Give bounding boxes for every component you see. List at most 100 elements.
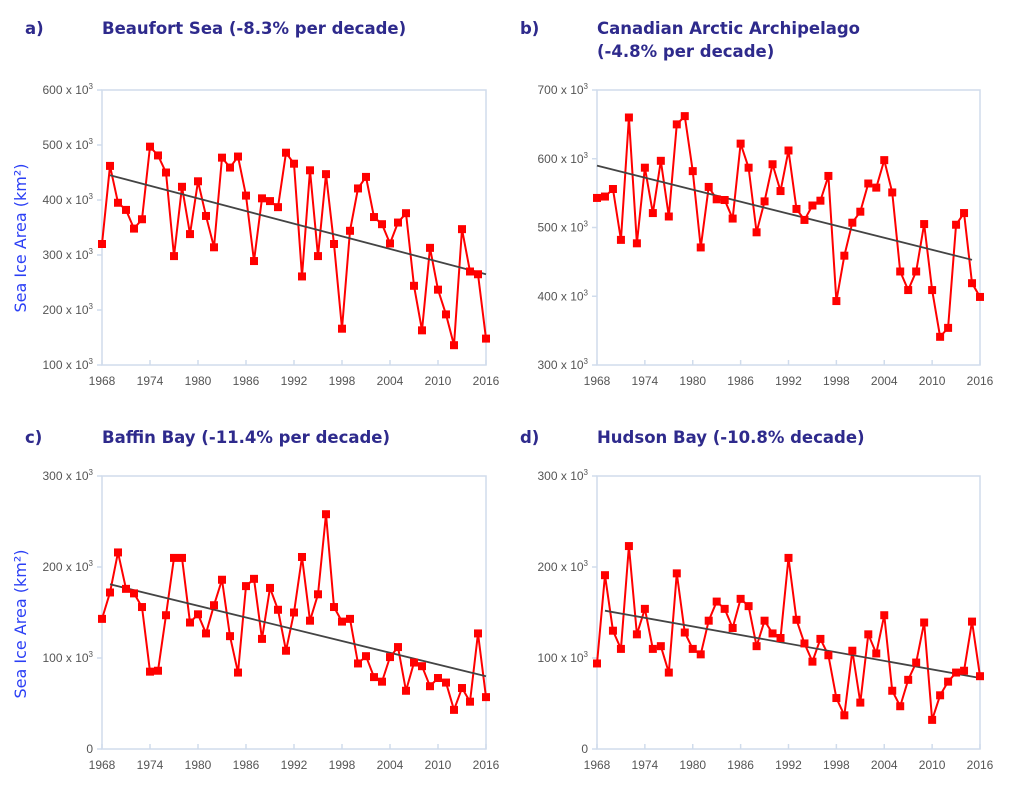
data-point bbox=[968, 279, 977, 288]
data-point bbox=[266, 197, 274, 206]
x-tick-label: 1992 bbox=[281, 374, 308, 388]
data-point bbox=[648, 644, 657, 653]
data-point bbox=[170, 553, 178, 562]
y-tick-label: 0 bbox=[86, 742, 93, 756]
y-tick-label: 300 x 103 bbox=[43, 468, 94, 483]
data-point bbox=[944, 677, 953, 686]
trend-line bbox=[109, 174, 487, 276]
data-point bbox=[474, 270, 482, 279]
x-tick-label: 1968 bbox=[89, 374, 116, 388]
data-point bbox=[616, 644, 625, 653]
data-point bbox=[218, 575, 226, 584]
data-point bbox=[98, 240, 106, 248]
x-tick-label: 2016 bbox=[967, 374, 994, 388]
data-point bbox=[258, 194, 266, 203]
data-point bbox=[154, 666, 162, 675]
data-point bbox=[250, 574, 258, 583]
trend-line bbox=[109, 583, 487, 678]
panel-a: a) Beaufort Sea (-8.3% per decade) 100 x 1… bbox=[11, 19, 500, 388]
data-point bbox=[146, 142, 154, 151]
data-point bbox=[370, 673, 378, 682]
data-point bbox=[688, 167, 697, 176]
data-point bbox=[98, 614, 106, 623]
x-tick-label: 1998 bbox=[823, 374, 850, 388]
data-point bbox=[848, 646, 857, 655]
data-point bbox=[458, 684, 466, 693]
data-point bbox=[872, 183, 881, 192]
data-point bbox=[106, 588, 114, 597]
data-point bbox=[114, 198, 122, 207]
panel-title: Baffin Bay (-11.4% per decade) bbox=[102, 428, 390, 447]
data-point bbox=[434, 285, 442, 294]
data-point bbox=[768, 629, 777, 638]
data-point bbox=[330, 240, 338, 248]
y-tick-label: 200 x 103 bbox=[43, 559, 94, 574]
plot-frame bbox=[596, 475, 981, 750]
data-point bbox=[322, 510, 330, 519]
panel-d: d) Hudson Bay (-10.8% decade) 0 100 x 103 20… bbox=[520, 428, 994, 772]
data-point bbox=[752, 228, 761, 237]
data-point bbox=[864, 630, 873, 639]
data-point bbox=[824, 171, 833, 180]
data-point bbox=[896, 267, 905, 276]
data-point bbox=[426, 682, 434, 691]
data-point bbox=[378, 220, 386, 229]
data-point bbox=[402, 686, 410, 695]
y-axis-label: Sea Ice Area (km²) bbox=[11, 550, 30, 699]
data-point bbox=[952, 668, 961, 677]
x-tick-label: 2010 bbox=[919, 374, 946, 388]
data-point bbox=[314, 590, 322, 599]
data-point bbox=[378, 677, 386, 686]
data-point bbox=[800, 215, 809, 224]
series-line bbox=[596, 545, 981, 721]
data-point bbox=[386, 239, 394, 248]
x-tick-label: 2004 bbox=[871, 758, 898, 772]
panel-label: d) bbox=[520, 428, 539, 447]
x-tick-label: 1986 bbox=[727, 374, 754, 388]
x-tick-label: 1980 bbox=[185, 758, 212, 772]
data-point bbox=[410, 281, 418, 290]
panel-label: c) bbox=[25, 428, 42, 447]
data-point bbox=[474, 629, 482, 638]
data-point bbox=[904, 286, 913, 295]
data-point bbox=[186, 618, 194, 627]
data-point bbox=[888, 188, 897, 197]
data-point bbox=[274, 605, 282, 614]
data-point bbox=[744, 602, 753, 611]
x-tick-label: 1998 bbox=[329, 758, 356, 772]
data-point bbox=[976, 292, 984, 301]
data-point bbox=[194, 177, 202, 186]
y-tick-label: 600 x 103 bbox=[43, 82, 94, 97]
data-point bbox=[824, 651, 833, 660]
x-tick-label: 1974 bbox=[137, 374, 164, 388]
data-point bbox=[688, 644, 697, 653]
panel-title: Hudson Bay (-10.8% decade) bbox=[597, 428, 865, 447]
y-tick-label: 700 x 103 bbox=[538, 82, 589, 97]
y-tick-label: 0 bbox=[581, 742, 588, 756]
x-tick-label: 1992 bbox=[775, 374, 802, 388]
data-point bbox=[912, 267, 921, 276]
data-point bbox=[226, 163, 234, 172]
data-point bbox=[162, 611, 170, 620]
x-tick-label: 2010 bbox=[425, 758, 452, 772]
x-tick-label: 1986 bbox=[233, 374, 260, 388]
data-point bbox=[928, 715, 937, 724]
data-point bbox=[138, 215, 146, 224]
data-point bbox=[258, 634, 266, 643]
data-point bbox=[792, 204, 801, 213]
data-point bbox=[880, 611, 889, 620]
panel-title: (-4.8% per decade) bbox=[597, 42, 774, 61]
data-point bbox=[138, 603, 146, 612]
data-point bbox=[896, 702, 905, 711]
data-point bbox=[178, 182, 186, 191]
data-point bbox=[856, 698, 865, 707]
data-point bbox=[306, 166, 314, 175]
data-point bbox=[704, 182, 713, 191]
data-point bbox=[274, 203, 282, 212]
x-tick-label: 1980 bbox=[185, 374, 212, 388]
data-point bbox=[664, 212, 673, 221]
data-point bbox=[800, 639, 809, 648]
data-point bbox=[466, 267, 474, 276]
data-point bbox=[672, 120, 681, 129]
data-point bbox=[226, 632, 234, 641]
